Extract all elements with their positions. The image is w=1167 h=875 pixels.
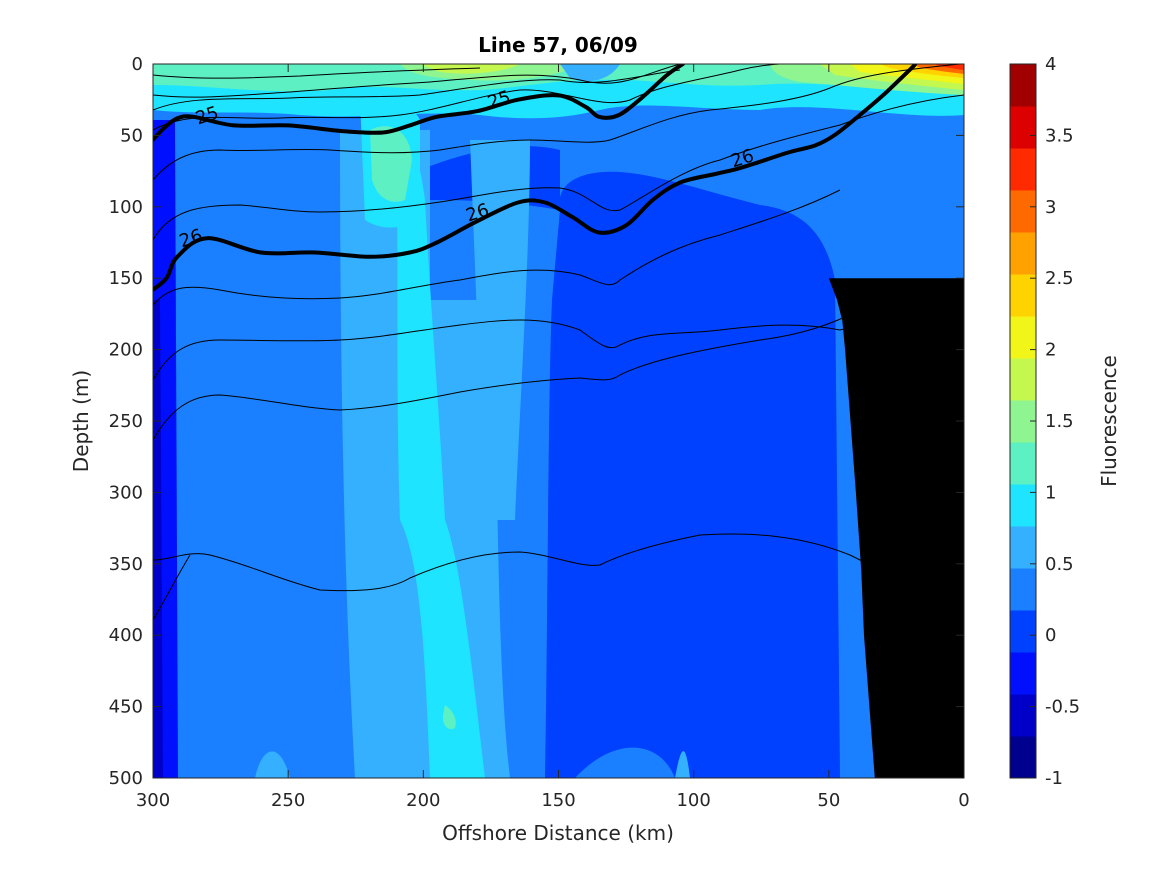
fluorescence-patch-green-low — [442, 705, 456, 730]
fluorescence-patch-bottom-left — [255, 751, 290, 778]
colorbar-segment — [1010, 106, 1036, 149]
x-axis: 300 250 200 150 100 50 0 — [136, 64, 970, 811]
y-tick-label: 150 — [109, 268, 143, 289]
x-tick-label: 150 — [541, 790, 575, 811]
colorbar-tick-label: 1 — [1045, 482, 1056, 503]
y-tick-label: 500 — [109, 768, 143, 789]
colorbar-tick-label: 2.5 — [1045, 268, 1074, 289]
colorbar-segment — [1010, 148, 1036, 191]
fluorescence-patch-green-spot — [370, 126, 412, 202]
fluorescence-patch-surface-blue-dip — [560, 64, 620, 82]
colorbar-label: Fluorescence — [1097, 355, 1121, 487]
fluorescence-patch-bottom-right — [675, 751, 690, 778]
colorbar-segment — [1010, 694, 1036, 737]
colorbar-segment — [1010, 652, 1036, 695]
colorbar-segment — [1010, 610, 1036, 653]
y-axis-label: Depth (m) — [69, 370, 93, 472]
y-axis: 0 50 100 150 200 250 300 350 400 450 500 — [109, 54, 964, 789]
colorbar-tick-label: 0.5 — [1045, 554, 1074, 575]
x-tick-label: 300 — [136, 790, 170, 811]
fluorescence-patch-left-edge-core — [153, 300, 163, 778]
y-tick-label: 450 — [109, 697, 143, 718]
colorbar: 4 3.5 3 2.5 2 1.5 1 0.5 0 -0.5 -1 — [1009, 54, 1080, 789]
isopycnal-26 — [153, 64, 918, 292]
x-axis-label: Offshore Distance (km) — [442, 821, 674, 845]
colorbar-segment — [1010, 190, 1036, 233]
colorbar-tick-label: 4 — [1045, 54, 1056, 75]
colorbar-tick-label: 0 — [1045, 625, 1056, 646]
y-tick-label: 400 — [109, 625, 143, 646]
x-tick-label: 0 — [958, 790, 969, 811]
colorbar-segment — [1010, 736, 1036, 779]
x-tick-label: 250 — [271, 790, 305, 811]
bold-isopycnals — [153, 64, 918, 292]
colorbar-segment — [1010, 274, 1036, 317]
chart-title: Line 57, 06/09 — [478, 33, 638, 57]
y-tick-label: 350 — [109, 554, 143, 575]
colorbar-tick-label: -0.5 — [1045, 697, 1080, 718]
isopycnal-25 — [153, 64, 685, 142]
colorbar-segment — [1010, 232, 1036, 275]
colorbar-segment — [1010, 526, 1036, 569]
colorbar-segment — [1010, 568, 1036, 611]
y-tick-label: 200 — [109, 340, 143, 361]
colorbar-segment — [1010, 358, 1036, 401]
fluorescence-patch-cyan-tongue — [355, 120, 485, 778]
y-tick-label: 250 — [109, 411, 143, 432]
y-tick-label: 0 — [132, 54, 143, 75]
colorbar-tick-label: -1 — [1045, 768, 1063, 789]
colorbar-tick-label: 3 — [1045, 197, 1056, 218]
colorbar-segment — [1010, 316, 1036, 359]
y-tick-label: 100 — [109, 197, 143, 218]
thin-isopycnals — [153, 64, 964, 621]
x-tick-label: 50 — [817, 790, 840, 811]
colorbar-segment — [1010, 64, 1036, 107]
x-tick-label: 100 — [676, 790, 710, 811]
fluorescence-patch-low-core — [545, 171, 840, 778]
fluorescence-patch-mid-column-3 — [470, 140, 530, 520]
x-tick-label: 200 — [406, 790, 440, 811]
colorbar-segment — [1010, 442, 1036, 485]
y-tick-label: 50 — [120, 125, 143, 146]
colorbar-tick-label: 2 — [1045, 340, 1056, 361]
colorbar-tick-label: 3.5 — [1045, 125, 1074, 146]
colorbar-segment — [1010, 484, 1036, 527]
bathymetry-seafloor — [828, 278, 964, 778]
colorbar-tick-label: 1.5 — [1045, 411, 1074, 432]
y-tick-label: 300 — [109, 482, 143, 503]
